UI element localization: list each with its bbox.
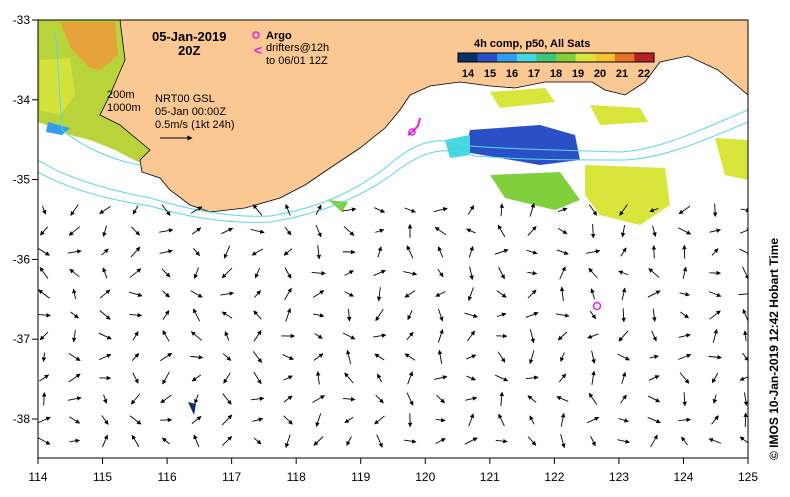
x-tick-label: 115 — [93, 470, 112, 484]
colorbar-tick-label: 21 — [616, 68, 628, 80]
y-tick-label: -37 — [13, 332, 31, 346]
y-tick-label: -33 — [13, 13, 31, 27]
map-time: 20Z — [178, 43, 200, 58]
x-tick-label: 120 — [415, 470, 435, 484]
colorbar-swatch — [576, 53, 596, 62]
colorbar-swatch — [536, 53, 556, 62]
y-axis: -33 -34 -35 -36 -37 -38 — [13, 13, 38, 426]
current-arrow — [654, 246, 655, 259]
colorbar-swatch — [478, 53, 498, 62]
sst-patch-north-yellow2 — [590, 105, 648, 125]
bathy-1000-label: 1000m — [107, 102, 141, 114]
argo-label: Argo — [266, 30, 292, 42]
current-arrow — [343, 252, 355, 253]
x-tick-label: 124 — [673, 470, 693, 484]
x-tick-label: 118 — [287, 470, 306, 484]
drifter-range: to 06/01 12Z — [266, 55, 328, 67]
current-date: 05-Jan 00:00Z — [155, 106, 226, 118]
x-tick-label: 125 — [738, 470, 758, 484]
colorbar-tick-label: 18 — [550, 68, 562, 80]
colorbar-swatch — [517, 53, 537, 62]
x-tick-label: 114 — [28, 470, 47, 484]
x-axis: 114 115 116 117 118 119 120 121 122 123 124 125 — [28, 458, 758, 484]
bathy-200-label: 200m — [107, 89, 135, 101]
colorbar-tick-label: 22 — [638, 68, 650, 80]
colorbar-tick-label: 16 — [506, 68, 518, 80]
drifter-label: drifters@12h — [266, 42, 329, 54]
colorbar-swatch — [615, 53, 635, 62]
colorbar-tick-label: 17 — [528, 68, 540, 80]
colorbar-tick-label: 19 — [572, 68, 584, 80]
colorbar-swatch — [595, 53, 615, 62]
map-date: 05-Jan-2019 — [152, 29, 226, 44]
colorbar-swatch — [497, 53, 517, 62]
y-tick-label: -36 — [13, 252, 31, 266]
colorbar-title: 4h comp, p50, All Sats — [474, 38, 590, 50]
x-tick-label: 116 — [158, 470, 177, 484]
colorbar-swatch — [458, 53, 478, 62]
current-arrow — [745, 413, 746, 427]
y-tick-label: -38 — [13, 412, 31, 426]
x-tick-label: 122 — [544, 470, 564, 484]
current-source: NRT00 GSL — [155, 93, 215, 105]
scale-label: 0.5m/s (1kt 24h) — [155, 119, 234, 131]
colorbar-tick-label: 15 — [484, 68, 496, 80]
x-tick-label: 119 — [351, 470, 370, 484]
y-tick-label: -35 — [13, 173, 31, 187]
x-tick-label: 123 — [609, 470, 629, 484]
x-tick-label: 121 — [480, 470, 500, 484]
colorbar-swatch — [634, 53, 654, 62]
colorbar-tick-label: 20 — [594, 68, 606, 80]
x-tick-label: 117 — [222, 470, 241, 484]
drifter-legend-icon: < — [254, 42, 262, 58]
y-tick-label: -34 — [13, 93, 31, 107]
imos-credit: © IMOS 10-Jan-2019 12:42 Hobart Time — [767, 238, 781, 460]
colorbar-swatch — [556, 53, 576, 62]
colorbar-tick-label: 14 — [462, 68, 475, 80]
